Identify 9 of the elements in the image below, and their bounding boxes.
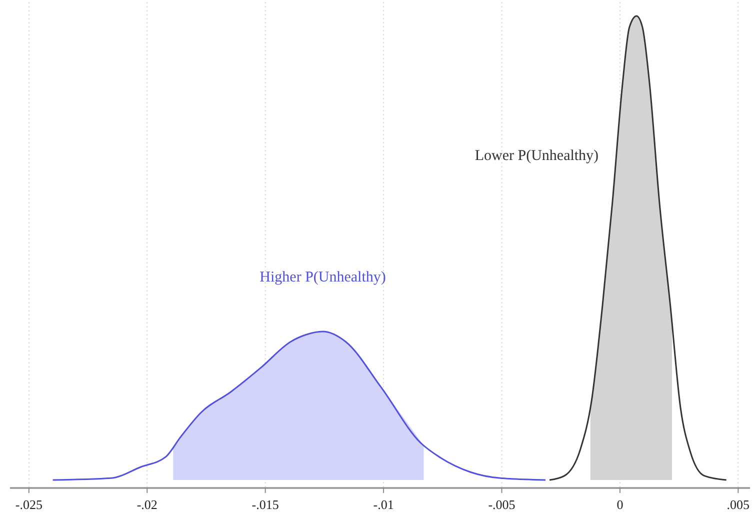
x-tick-label: .005 xyxy=(726,497,750,512)
x-tick-label: -.01 xyxy=(373,497,394,512)
text: Higher P(Unhealthy) xyxy=(260,270,386,286)
x-tick-label: -.025 xyxy=(15,497,42,512)
series-label: Lower P(Unhealthy) xyxy=(474,148,599,164)
x-tick-label: 0 xyxy=(616,497,624,512)
x-tick-label: -.015 xyxy=(252,497,279,512)
x-tick-label: -.005 xyxy=(488,497,516,512)
x-tick-label: -.02 xyxy=(136,497,158,512)
